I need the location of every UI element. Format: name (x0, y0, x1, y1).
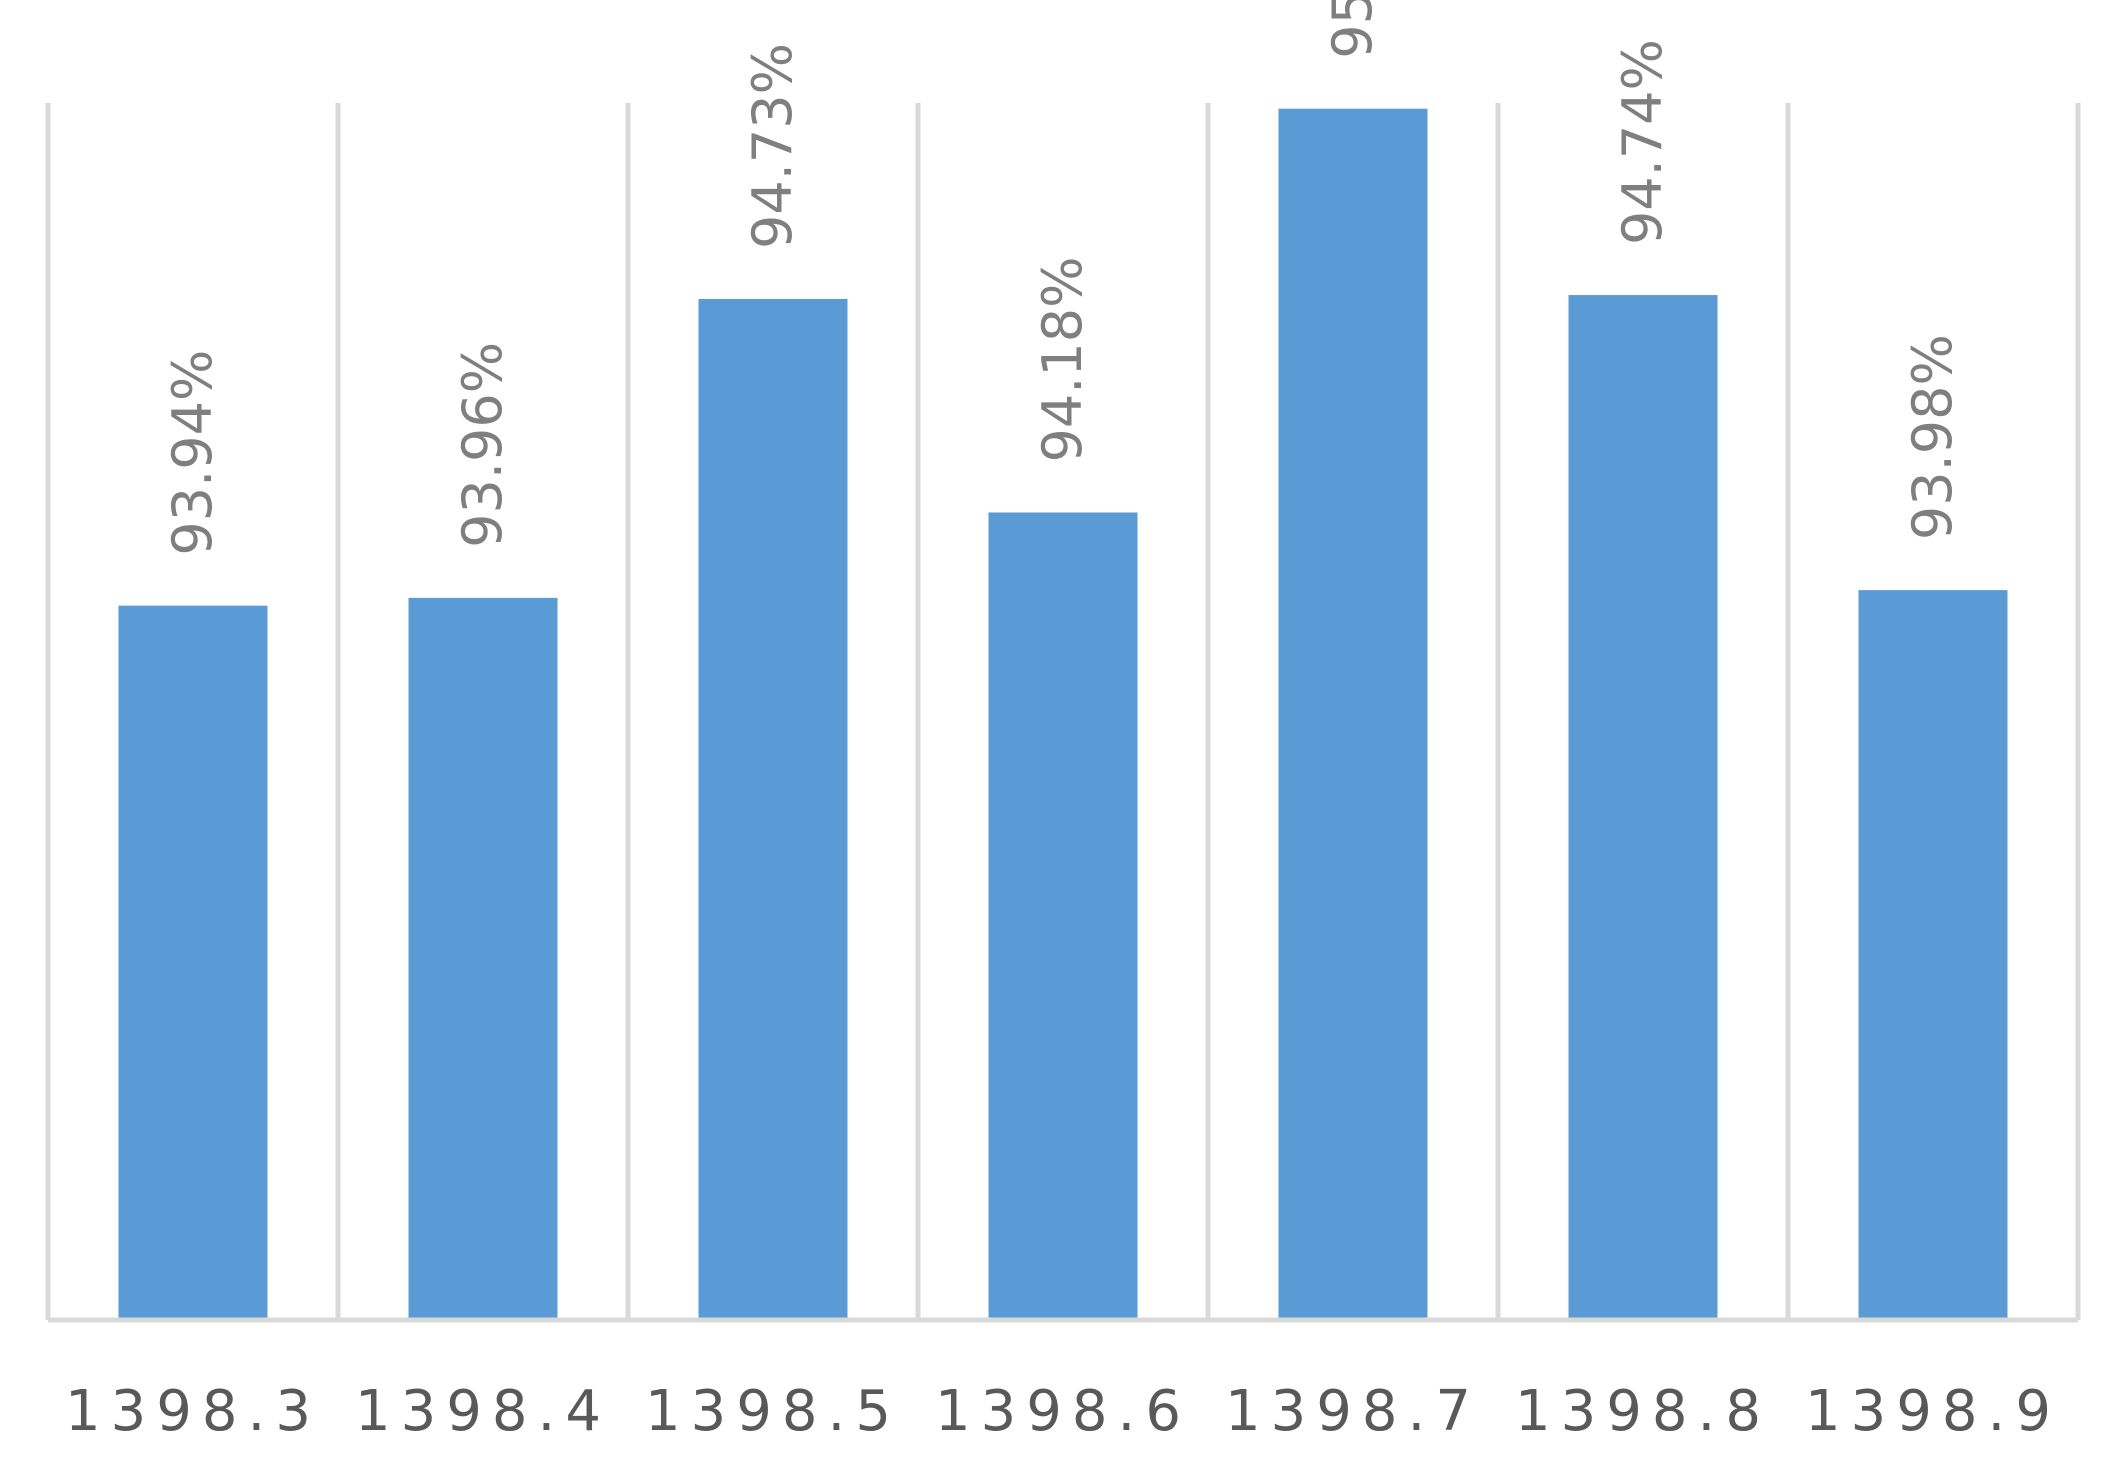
x-tick-label: 1398.8 (1515, 1379, 1771, 1444)
data-label: 94.74% (1611, 39, 1674, 245)
x-tick-label: 1398.7 (1225, 1379, 1481, 1444)
data-label: 93.94% (161, 350, 224, 556)
data-label: 95.22% (1321, 0, 1384, 59)
data-label: 93.98% (1901, 334, 1964, 540)
bar (1858, 590, 2008, 1320)
x-tick-label: 1398.5 (645, 1379, 901, 1444)
bar (1278, 108, 1428, 1320)
data-label: 93.96% (451, 342, 514, 548)
bars (118, 108, 2008, 1320)
x-tick-label: 1398.3 (65, 1379, 321, 1444)
data-label: 94.18% (1031, 257, 1094, 463)
x-tick-label: 1398.6 (935, 1379, 1191, 1444)
x-axis: 1398.3 1398.4 1398.5 1398.6 1398.7 1398.8 1398… (48, 1317, 2078, 1444)
gridlines (45, 103, 2081, 1320)
data-labels: 93.94% 93.96% 94.73% 94.18% 95.22% 94.74% 93.9… (161, 0, 1964, 556)
x-tick-label: 1398.9 (1805, 1379, 2061, 1444)
bar (1568, 295, 1718, 1320)
bar (988, 512, 1138, 1320)
bar (408, 597, 558, 1320)
x-tick-label: 1398.4 (355, 1379, 611, 1444)
bar (698, 298, 848, 1320)
data-label: 94.73% (741, 43, 804, 249)
bar (118, 605, 268, 1320)
